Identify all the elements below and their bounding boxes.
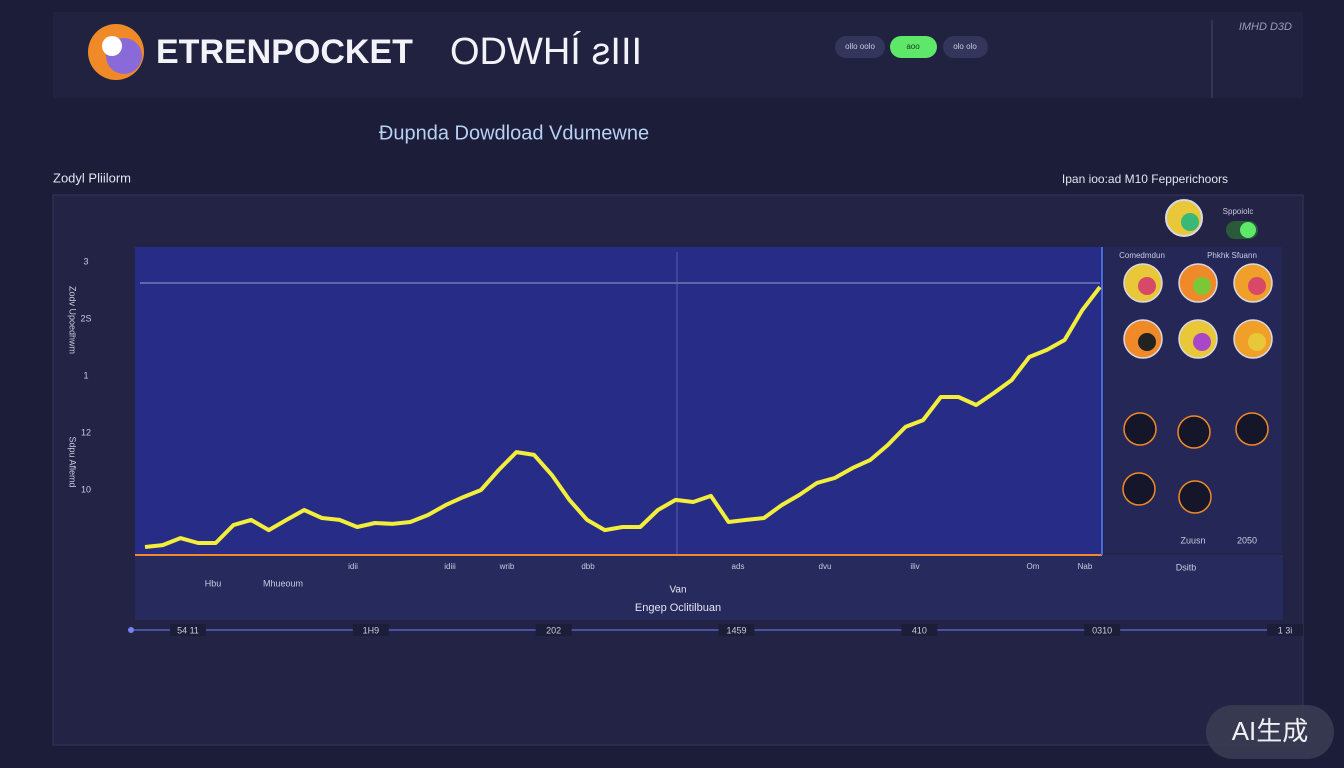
subtitle: Đupnda Dowdload Vdumewne bbox=[379, 122, 649, 144]
timeline-label: 54 11 bbox=[177, 625, 199, 635]
timeline-label: 1 3i bbox=[1278, 625, 1293, 635]
y-tick-label: 1 bbox=[83, 370, 88, 380]
y-tick-label: 12 bbox=[81, 427, 91, 437]
y-axis-title: Zodv Upoedhwm bbox=[68, 286, 78, 354]
button[interactable] bbox=[890, 36, 937, 58]
avatar-part bbox=[1138, 333, 1156, 351]
x-tick-label: dvu bbox=[819, 562, 832, 571]
x-tick-label: wrib bbox=[499, 562, 515, 571]
logo-text: ETRENPOCKET bbox=[156, 33, 413, 71]
timeline-label-bg bbox=[1084, 624, 1121, 636]
corner-label: IMHD D3D bbox=[1239, 21, 1292, 33]
x-tick-label: ads bbox=[732, 562, 745, 571]
y-tick-label: 3 bbox=[83, 256, 88, 266]
watermark: AI生成 bbox=[1232, 716, 1309, 746]
avatar-part bbox=[1248, 333, 1266, 351]
x-tick-label: idii bbox=[348, 562, 358, 571]
logo-suffix: ODWHÍ ƨIII bbox=[450, 30, 642, 73]
avatar-part bbox=[1181, 213, 1199, 231]
timeline-label: 1H9 bbox=[363, 625, 380, 635]
y-axis-title: Sdpu Aflemd bbox=[68, 436, 78, 487]
axis-panel bbox=[135, 555, 1283, 620]
data-line bbox=[144, 285, 1102, 549]
timeline-label-bg bbox=[1267, 624, 1303, 636]
side-footer: 2050 bbox=[1237, 535, 1257, 545]
section-label: Ipan ioo:ad M10 Fepperichoors bbox=[1062, 172, 1228, 186]
avatar-part bbox=[1193, 277, 1211, 295]
timeline-label: 1459 bbox=[726, 625, 746, 635]
y-tick-label: 2S bbox=[80, 313, 91, 323]
x-axis-title: Van bbox=[669, 585, 686, 596]
x-extra-label: Mhueoum bbox=[263, 578, 303, 588]
x-tick-label: iliv bbox=[910, 562, 919, 571]
side-footer: Zuusn bbox=[1180, 535, 1205, 545]
button-label[interactable]: aoo bbox=[906, 42, 920, 51]
button-label[interactable]: olo olo bbox=[953, 42, 977, 51]
plot-area bbox=[135, 247, 1102, 555]
x-tick-label: idiii bbox=[444, 562, 456, 571]
x-tick-label: Nab bbox=[1078, 562, 1093, 571]
section-label: Zodyl Pliilorm bbox=[53, 170, 131, 185]
y-tick-label: 10 bbox=[81, 484, 91, 494]
timeline-label-bg bbox=[170, 624, 206, 636]
toggle-label: Sppoiolc bbox=[1223, 207, 1254, 216]
ring bbox=[1123, 412, 1157, 446]
x-tick-label: dbb bbox=[581, 562, 595, 571]
x-extra-label: Hbu bbox=[205, 578, 222, 588]
side-below: Dsitb bbox=[1176, 562, 1197, 572]
timeline-label: 0310 bbox=[1092, 625, 1112, 635]
timeline-label: 410 bbox=[912, 625, 927, 635]
x-tick-label: Om bbox=[1027, 562, 1040, 571]
timeline-label-bg bbox=[718, 624, 755, 636]
ring bbox=[1122, 472, 1156, 506]
avatar-part bbox=[1138, 277, 1156, 295]
side-title: Phkhk Sfuann bbox=[1207, 251, 1257, 260]
button[interactable] bbox=[943, 36, 988, 58]
timeline-label-bg bbox=[352, 624, 389, 636]
side-title: Comedmdun bbox=[1119, 251, 1165, 260]
button[interactable] bbox=[835, 36, 885, 58]
timeline-label-bg bbox=[535, 624, 572, 636]
toggle-knob[interactable] bbox=[1240, 222, 1256, 238]
timeline-handle[interactable] bbox=[128, 627, 134, 633]
x-axis-subtitle: Engep Oclitilbuan bbox=[635, 602, 721, 614]
logo-icon-part bbox=[102, 36, 122, 56]
watermark-bg bbox=[1206, 705, 1334, 759]
avatar-part bbox=[1193, 333, 1211, 351]
ring bbox=[1178, 480, 1212, 514]
timeline-label-bg bbox=[901, 624, 938, 636]
avatar-part bbox=[1248, 277, 1266, 295]
button-label[interactable]: ollo oolo bbox=[845, 42, 875, 51]
ring bbox=[1177, 415, 1211, 449]
ring bbox=[1235, 412, 1269, 446]
header-panel bbox=[53, 12, 1303, 98]
timeline-label: 202 bbox=[546, 625, 561, 635]
